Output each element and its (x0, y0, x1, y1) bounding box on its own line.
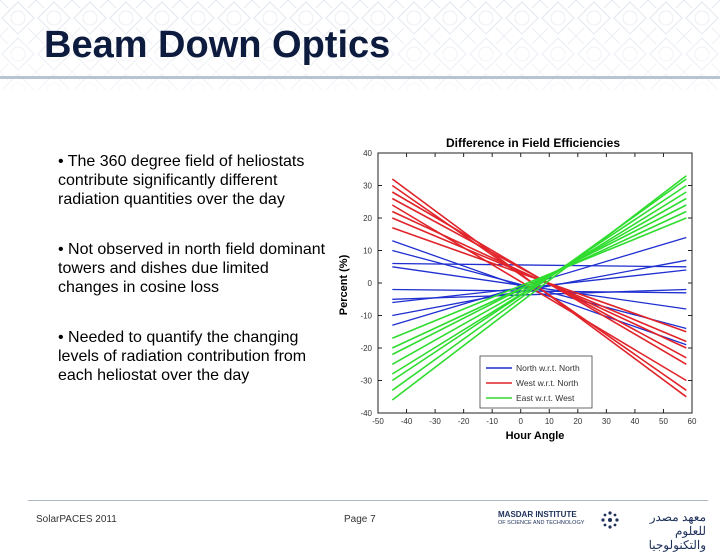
masdar-logo: MASDAR INSTITUTE OF SCIENCE AND TECHNOLO… (496, 506, 706, 552)
bullet-item: • Not observed in north field dominant t… (58, 241, 326, 296)
chart-legend: North w.r.t. North West w.r.t. North East … (479, 355, 593, 409)
series-line-east (391, 197, 687, 365)
bullet-item: • Needed to quantify the changing levels… (58, 329, 307, 384)
bullet-item: • The 360 degree field of heliostats con… (58, 153, 305, 208)
x-axis-label: Hour Angle (506, 430, 565, 442)
x-tick-label: 10 (545, 417, 554, 426)
footer-divider (28, 500, 708, 501)
y-tick-label: 0 (368, 279, 373, 288)
x-tick-label: -40 (401, 417, 413, 426)
series-line-north (392, 269, 687, 304)
series-line-east (391, 191, 687, 375)
bullet-list: • The 360 degree field of heliostats con… (58, 152, 328, 416)
series-line-east (391, 210, 687, 349)
legend-label: East w.r.t. West (516, 393, 575, 403)
series-line-north (392, 288, 687, 294)
y-tick-label: -30 (360, 377, 372, 386)
series-line-north (392, 262, 687, 268)
y-tick-label: -10 (360, 312, 372, 321)
series-line-east (391, 178, 687, 391)
y-tick-label: 20 (363, 214, 372, 223)
logo-text-en-sub: OF SCIENCE AND TECHNOLOGY (498, 520, 585, 526)
x-tick-label: -20 (458, 417, 470, 426)
logo-text-ar: معهد مصدر للعلوم والتكنولوجيا (648, 510, 706, 552)
y-tick-label: 40 (363, 149, 372, 158)
slide-title: Beam Down Optics (44, 24, 391, 66)
legend-label: North w.r.t. North (516, 363, 580, 373)
y-axis-label: Percent (%) (338, 254, 350, 315)
footer-conference: SolarPACES 2011 (36, 514, 117, 525)
title-divider (0, 76, 720, 79)
footer-page-number: Page 7 (344, 514, 376, 525)
legend-label: West w.r.t. North (516, 378, 578, 388)
x-tick-label: -10 (486, 417, 498, 426)
series-line-east (391, 175, 687, 401)
series-line-east (391, 217, 687, 340)
chart-title: Difference in Field Efficiencies (446, 136, 620, 150)
field-efficiency-chart: Difference in Field Efficiencies Percent… (338, 136, 697, 442)
header-pattern (0, 0, 720, 90)
x-tick-label: -50 (372, 417, 384, 426)
y-tick-label: -40 (360, 409, 372, 418)
y-tick-label: 30 (363, 182, 372, 191)
y-tick-label: -20 (360, 344, 372, 353)
x-tick-label: 0 (519, 417, 524, 426)
y-tick-label: 10 (363, 247, 372, 256)
x-tick-label: -30 (429, 417, 441, 426)
x-tick-label: 50 (659, 417, 668, 426)
x-tick-label: 30 (602, 417, 611, 426)
legend-box (479, 355, 593, 409)
x-tick-label: 20 (573, 417, 582, 426)
x-tick-label: 60 (688, 417, 697, 426)
x-tick-label: 40 (630, 417, 639, 426)
logo-star-icon (601, 511, 619, 529)
logo-text-en: MASDAR INSTITUTE (498, 510, 577, 519)
